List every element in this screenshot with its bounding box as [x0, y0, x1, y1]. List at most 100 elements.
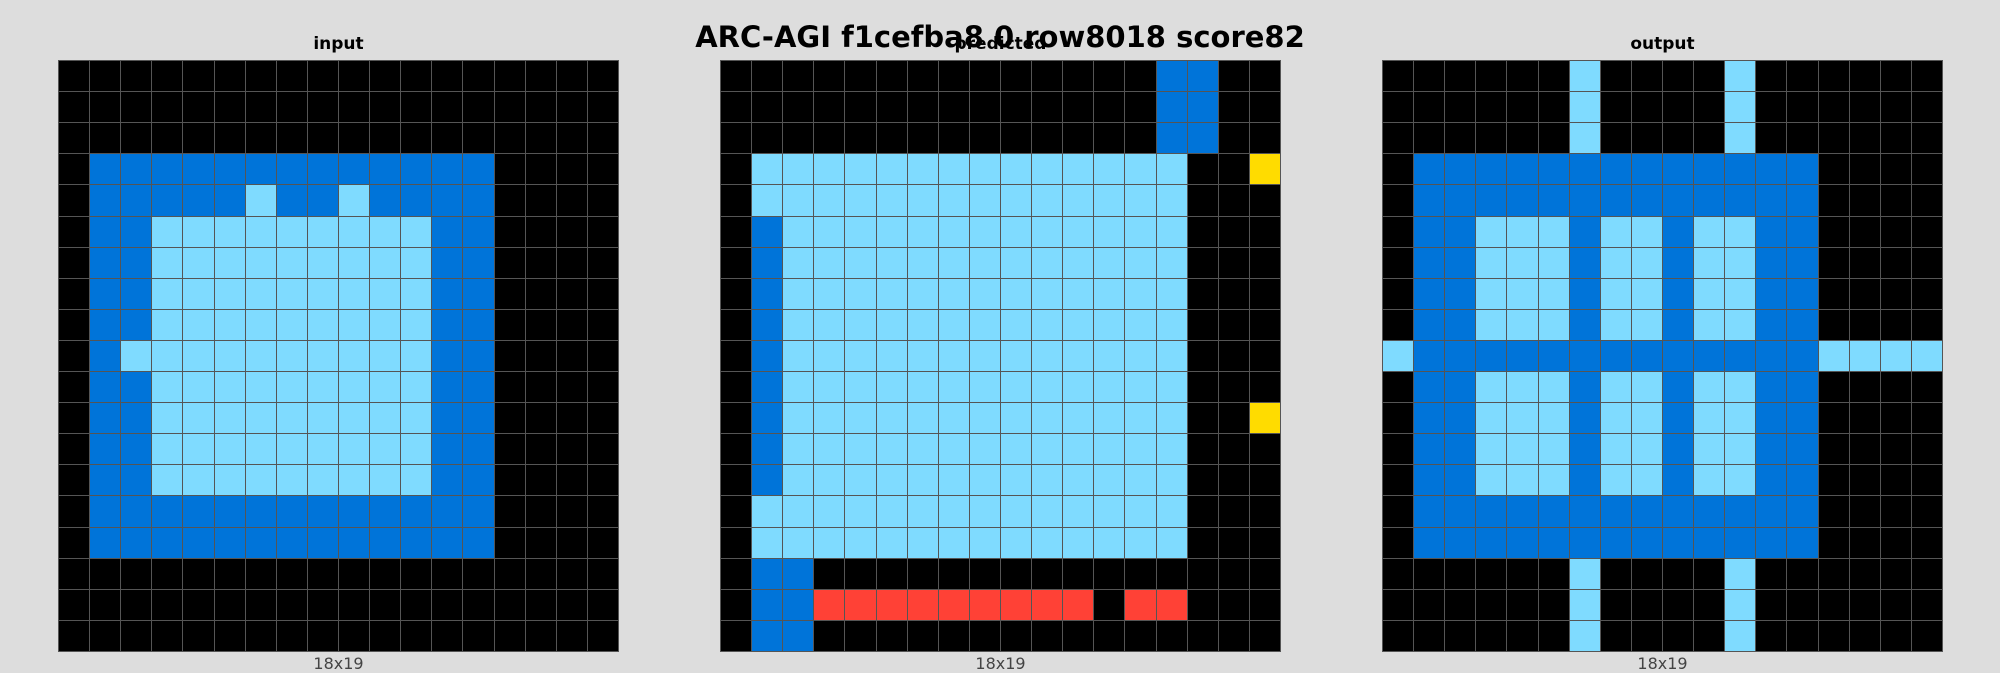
grid-cell [938, 589, 969, 620]
grid-cell [1849, 154, 1880, 185]
grid-cell [276, 434, 307, 465]
grid-cell [183, 216, 214, 247]
grid-cell [183, 247, 214, 278]
grid-cell [214, 372, 245, 403]
grid-cell [783, 620, 814, 651]
grid-cell [938, 185, 969, 216]
grid-cell [1156, 589, 1187, 620]
grid-cell [90, 496, 121, 527]
grid-cell [1218, 340, 1249, 372]
grid-cell [907, 465, 938, 496]
grid-cell [245, 92, 276, 123]
grid-cell [1476, 434, 1507, 465]
grid-cell [463, 61, 494, 92]
grid-cell [1600, 92, 1631, 123]
grid-cell [1032, 372, 1063, 403]
grid-cell [1094, 309, 1125, 340]
grid-cell [1569, 496, 1600, 527]
grid-cell [1249, 620, 1280, 651]
grid-cell [463, 185, 494, 216]
grid-cell [1000, 216, 1032, 247]
grid-cell [1694, 496, 1725, 527]
grid-cell [401, 154, 432, 185]
grid-cell [1187, 340, 1218, 372]
grid-cell [338, 620, 370, 651]
grid-cell [90, 558, 121, 589]
grid-cell [152, 154, 183, 185]
grid-cell [969, 61, 1000, 92]
grid-cell [1569, 527, 1600, 558]
grid-cell [556, 403, 587, 434]
grid-cell [245, 496, 276, 527]
grid-cell [907, 620, 938, 651]
grid-cell [1725, 558, 1756, 589]
grid-cell [401, 372, 432, 403]
grid-cell [1569, 434, 1600, 465]
grid-cell [783, 92, 814, 123]
grid-cell [1849, 527, 1880, 558]
grid-cell [1787, 216, 1818, 247]
grid-cell [214, 92, 245, 123]
grid-cell [338, 278, 370, 309]
grid-cell [1063, 372, 1094, 403]
grid-cell [876, 527, 907, 558]
grid-cell [1000, 558, 1032, 589]
grid-cell [494, 61, 525, 92]
grid-cell [1156, 496, 1187, 527]
grid-cell [587, 154, 618, 185]
grid-cell [1631, 620, 1662, 651]
grid-cell [1662, 340, 1694, 372]
grid-cell [214, 589, 245, 620]
grid-cell [90, 278, 121, 309]
grid-cell [1756, 589, 1787, 620]
grid-cell [1631, 123, 1662, 154]
grid-cell [752, 434, 783, 465]
grid-cell [214, 620, 245, 651]
grid-cell [59, 527, 90, 558]
grid-cell [1000, 92, 1032, 123]
grid-cell [1414, 216, 1445, 247]
grid-cell [969, 154, 1000, 185]
grid-cell [1538, 434, 1569, 465]
grid-cell [1538, 154, 1569, 185]
grid-cell [1094, 340, 1125, 372]
grid-cell [214, 465, 245, 496]
grid-cell [1600, 403, 1631, 434]
predicted-grid-size: 18x19 [975, 654, 1026, 673]
grid-cell [752, 589, 783, 620]
grid-cell [1880, 527, 1911, 558]
grid-cell [1476, 465, 1507, 496]
grid-cell [1000, 496, 1032, 527]
grid-cell [1911, 309, 1942, 340]
grid-cell [876, 216, 907, 247]
grid-cell [276, 527, 307, 558]
grid-cell [370, 465, 401, 496]
grid-cell [1818, 92, 1849, 123]
grid-cell [1187, 92, 1218, 123]
grid-cell [721, 558, 752, 589]
grid-cell [1538, 216, 1569, 247]
grid-cell [556, 123, 587, 154]
grid-cell [845, 403, 876, 434]
grid-cell [121, 340, 152, 372]
grid-cell [1507, 92, 1538, 123]
grid-cell [1218, 92, 1249, 123]
grid-cell [752, 558, 783, 589]
grid-cell [432, 278, 463, 309]
grid-cell [1569, 403, 1600, 434]
grid-cell [1414, 496, 1445, 527]
grid-cell [876, 465, 907, 496]
grid-cell [1507, 123, 1538, 154]
grid-cell [721, 61, 752, 92]
grid-cell [1507, 185, 1538, 216]
grid-cell [1476, 123, 1507, 154]
grid-cell [783, 403, 814, 434]
grid-cell [814, 558, 845, 589]
grid-cell [1787, 589, 1818, 620]
grid-cell [907, 154, 938, 185]
grid-cell [401, 309, 432, 340]
grid-cell [721, 434, 752, 465]
grid-cell [1000, 372, 1032, 403]
grid-cell [1032, 620, 1063, 651]
grid-cell [1880, 558, 1911, 589]
